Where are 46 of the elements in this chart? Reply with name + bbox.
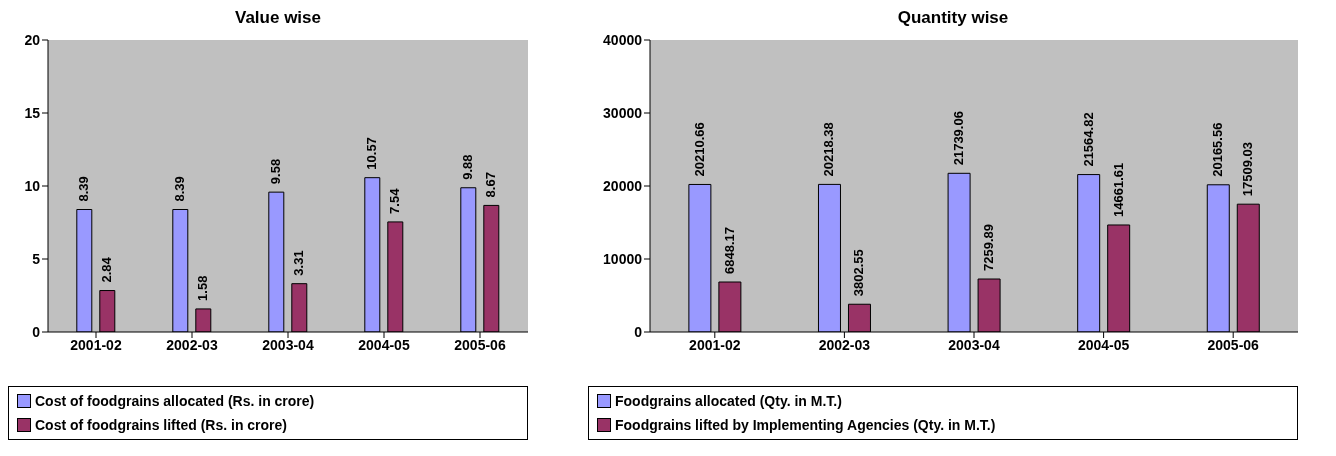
y-tick-label: 5 xyxy=(32,250,41,267)
x-tick-label: 2003-04 xyxy=(262,336,314,353)
y-tick-label: 15 xyxy=(24,104,41,121)
data-label: 20210.66 xyxy=(691,122,707,177)
data-label: 7259.89 xyxy=(981,224,997,271)
legend-label: Cost of foodgrains allocated (Rs. in crore) xyxy=(35,393,315,409)
y-tick-label: 20000 xyxy=(603,177,643,194)
data-label: 14661.61 xyxy=(1110,162,1126,217)
x-tick-label: 2005-06 xyxy=(454,336,506,353)
x-tick-label: 2004-05 xyxy=(1077,336,1130,353)
y-tick-label: 0 xyxy=(32,323,41,340)
data-label: 8.39 xyxy=(76,176,92,202)
data-label: 20218.38 xyxy=(821,122,837,177)
chart-title: Quantity wise xyxy=(896,8,1010,29)
y-tick-label: 10000 xyxy=(603,250,643,267)
x-tick-label: 2005-06 xyxy=(1207,336,1260,353)
y-tick-label: 10 xyxy=(24,177,41,194)
x-tick-label: 2002-03 xyxy=(818,336,871,353)
x-tick-label: 2002-03 xyxy=(166,336,218,353)
data-label: 9.88 xyxy=(460,154,476,180)
data-label: 20165.56 xyxy=(1210,122,1226,177)
data-label: 21739.06 xyxy=(951,111,967,166)
data-label: 7.54 xyxy=(387,187,403,214)
data-label: 21564.82 xyxy=(1080,112,1096,167)
legend-label: Foodgrains allocated (Qty. in M.T.) xyxy=(615,393,842,409)
x-tick-label: 2004-05 xyxy=(358,336,410,353)
data-label: 10.57 xyxy=(364,137,380,170)
data-label: 8.39 xyxy=(172,176,188,202)
chart-title: Value wise xyxy=(234,8,322,29)
x-tick-label: 2003-04 xyxy=(948,336,1000,353)
x-tick-label: 2001-02 xyxy=(689,336,741,353)
y-tick-label: 0 xyxy=(634,323,643,340)
y-tick-label: 30000 xyxy=(603,104,643,121)
data-label: 9.58 xyxy=(268,158,284,185)
y-tick-label: 20 xyxy=(24,31,41,48)
y-tick-label: 40000 xyxy=(603,31,643,48)
x-tick-label: 2001-02 xyxy=(70,336,122,353)
data-label: 2.84 xyxy=(99,256,115,283)
legend-label: Cost of foodgrains lifted (Rs. in crore) xyxy=(35,417,288,433)
data-label: 1.58 xyxy=(195,275,211,301)
data-label: 17509.03 xyxy=(1240,141,1256,197)
data-label: 8.67 xyxy=(483,172,499,198)
legend-label: Foodgrains lifted by Implementing Agencies (Qty. in M.T.) xyxy=(615,417,996,433)
data-label: 3802.55 xyxy=(851,249,867,297)
data-label: 3.31 xyxy=(291,250,307,276)
data-label: 6848.17 xyxy=(721,227,737,275)
